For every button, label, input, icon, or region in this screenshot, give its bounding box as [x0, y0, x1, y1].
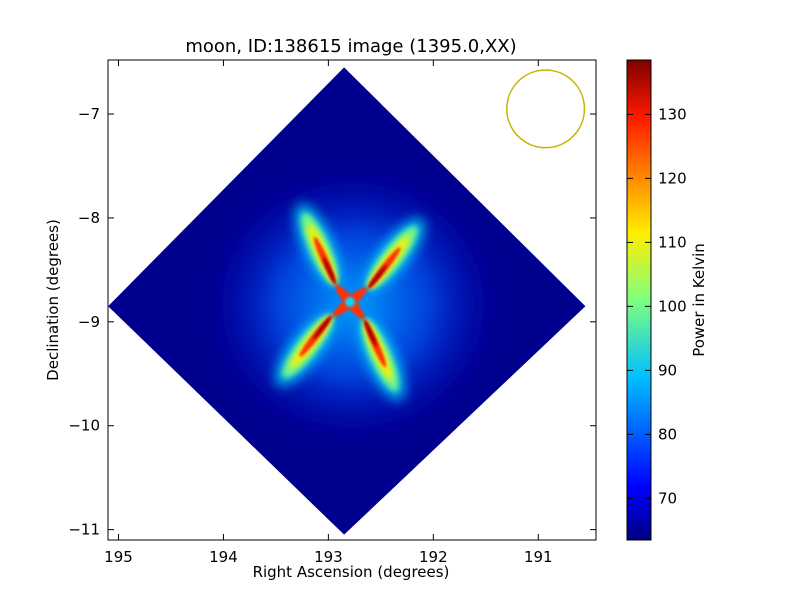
source-arms — [275, 203, 425, 401]
x-tick-label: 191 — [524, 548, 553, 566]
source-center — [345, 297, 355, 307]
axes-frame — [107, 59, 597, 541]
heatmap-footprint — [108, 67, 586, 535]
source-arm — [365, 217, 425, 290]
colorbar-tick-label: 130 — [658, 105, 687, 123]
x-tick-label: 192 — [419, 548, 448, 566]
source-arm-band — [368, 264, 387, 289]
x-axis-label: Right Ascension (degrees) — [253, 563, 450, 581]
colorbar-label: Power in Kelvin — [690, 243, 708, 357]
colorbar-tick-label: 90 — [658, 361, 677, 379]
plot-area — [107, 59, 597, 541]
colorbar-tick-label: 80 — [658, 425, 677, 443]
y-axis-label: Declination (degrees) — [44, 219, 62, 381]
source-arm-band — [323, 256, 336, 285]
colorbar: 70 80 90 100 110 120 130 Power in Kelvin — [626, 59, 708, 541]
source-arm — [359, 319, 405, 401]
chart-title: moon, ID:138615 image (1395.0,XX) — [185, 36, 516, 57]
beam-circle — [506, 69, 586, 149]
x-tick-label: 194 — [209, 548, 238, 566]
y-tick-label: −11 — [68, 521, 100, 539]
x-tick-label: 195 — [104, 548, 133, 566]
y-tick-label: −9 — [78, 313, 100, 331]
source-arm-band — [364, 319, 377, 348]
colorbar-ticks: 70 80 90 100 110 120 130 — [627, 105, 687, 507]
y-axis: −7 −8 −9 −10 −11 — [68, 105, 596, 539]
colorbar-tick-label: 110 — [658, 233, 687, 251]
source-arm — [295, 203, 341, 285]
colorbar-tick-label: 100 — [658, 297, 687, 315]
source-arm-band — [313, 315, 332, 340]
colorbar-tick-label: 70 — [658, 489, 677, 507]
colorbar-gradient — [626, 59, 652, 541]
source-arm — [275, 314, 335, 387]
x-tick-label: 193 — [314, 548, 343, 566]
y-tick-label: −10 — [68, 417, 100, 435]
colorbar-tick-label: 120 — [658, 169, 687, 187]
y-tick-label: −8 — [78, 209, 100, 227]
x-axis: 195 194 193 192 191 — [104, 60, 553, 566]
y-tick-label: −7 — [78, 105, 100, 123]
